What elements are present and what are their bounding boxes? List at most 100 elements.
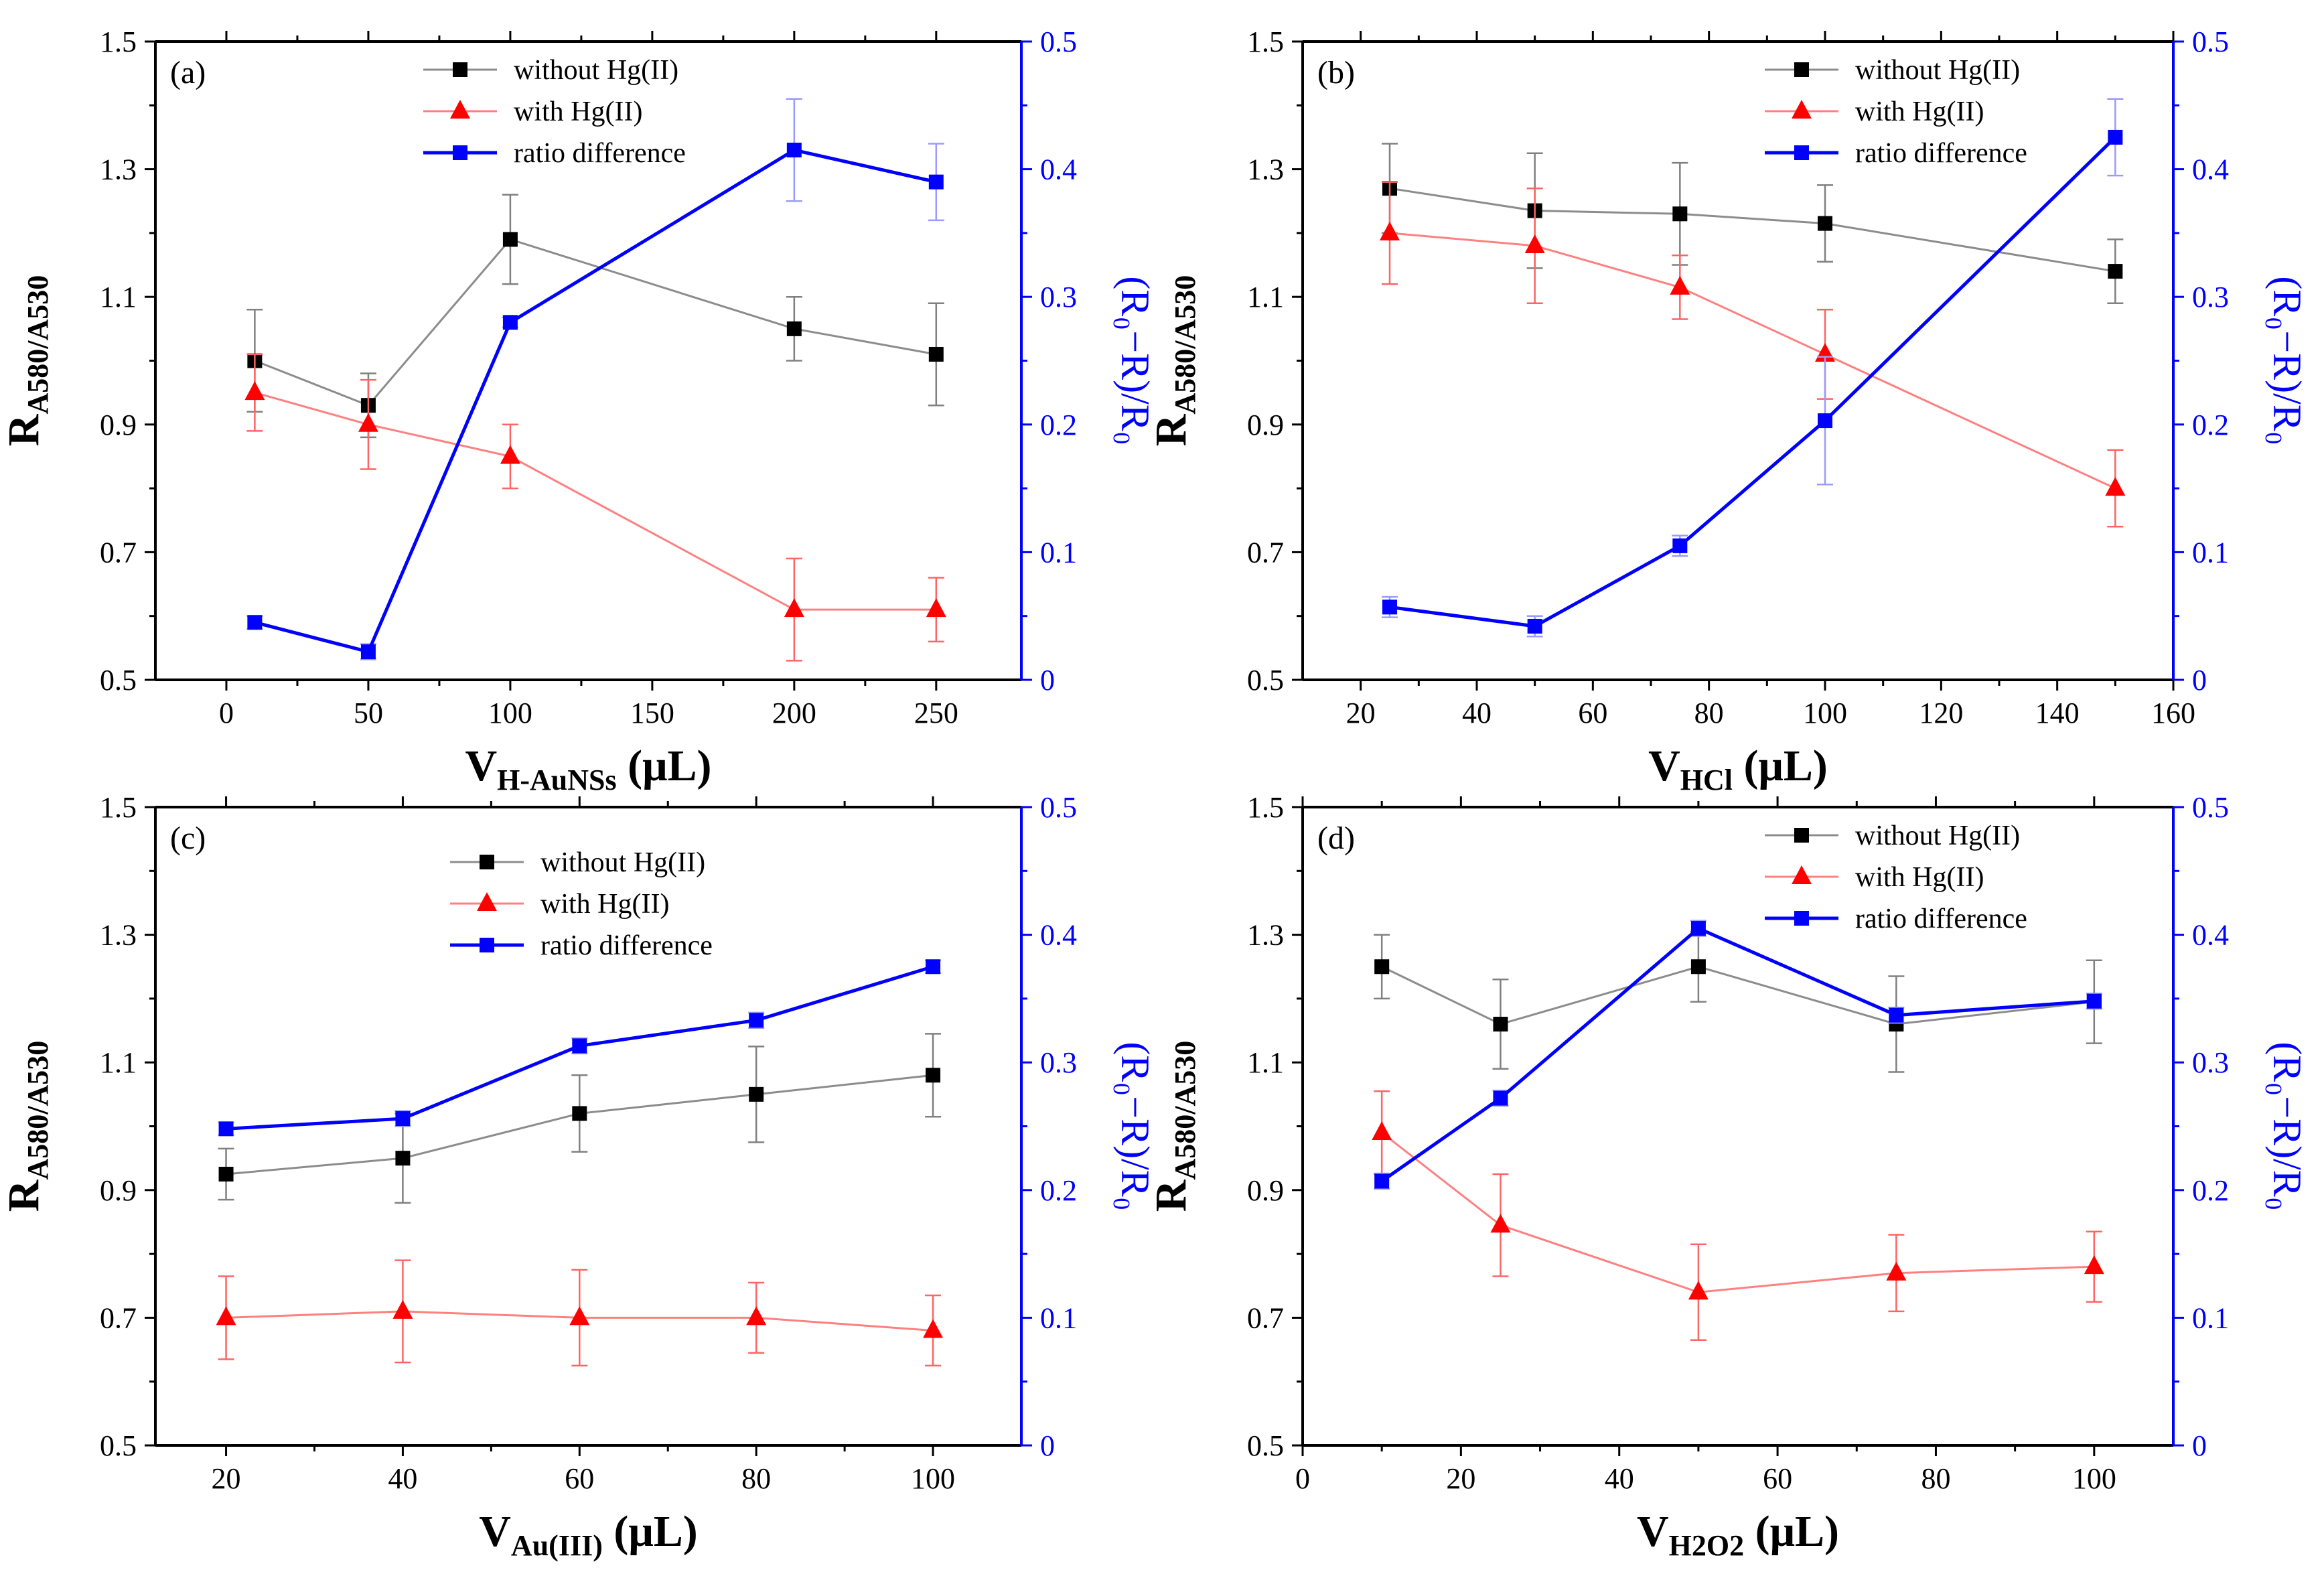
data-point [572,1106,587,1121]
y-right-tick-label: 0.5 [1040,25,1077,58]
legend-label: ratio difference [1855,138,2027,169]
panel-c: 20 40 60 80 100 0.5 0.7 0.9 1.1 1.3 1.5 0 0.1 0.2 0.3 0… [0,791,1157,1562]
x-axis-label-main: V [1637,1507,1669,1556]
y-left-tick-label: 1.1 [1247,281,1284,313]
series-blue [1374,920,2102,1190]
x-tick-label: 100 [911,1462,955,1495]
y-left-tick-label: 0.9 [100,1174,137,1207]
y-left-tick-label: 0.7 [100,1301,137,1334]
x-axis-label-sub: H-AuNSs [497,764,617,796]
y-right-tick-label: 0.4 [1040,919,1077,952]
x-tick-label: 60 [1763,1462,1792,1495]
data-point [2105,477,2126,496]
data-point [926,959,941,975]
x-tick-label: 150 [630,697,674,729]
legend-label: ratio difference [540,930,713,961]
data-point [2108,129,2123,145]
series-line [1381,965,2094,1025]
legend-marker [1794,911,1809,926]
legend-marker [1794,145,1809,160]
x-axis-label-main: V [465,741,497,790]
series-red [216,1259,944,1367]
legend-label: without Hg(II) [1855,820,2020,851]
data-point [1672,538,1688,553]
y-right-tick-label: 0.2 [1040,409,1077,441]
data-point [749,1086,764,1102]
data-point [1490,1214,1511,1233]
series-blue [246,98,944,660]
data-point [1372,1121,1392,1141]
legend-label: ratio difference [514,138,686,169]
data-point [392,1299,413,1319]
data-point [923,1319,944,1338]
legend-label: without Hg(II) [514,55,678,86]
x-tick-label: 100 [1803,697,1847,729]
x-tick-label: 20 [1446,1462,1475,1495]
y-right-tick-label: 0.2 [1040,1174,1077,1207]
y-right-axis-label: (R₀−R)/R₀ [2265,276,2309,445]
y-right-tick-label: 0 [1040,1429,1055,1462]
x-tick-label: 50 [354,697,383,729]
y-left-axis-label: RA580/A530 [1147,275,1202,446]
y-left-tick-label: 0.9 [1247,409,1284,441]
y-left-tick-label: 0.5 [1247,1429,1284,1462]
data-point [2086,993,2102,1009]
panel-label: (d) [1317,820,1355,856]
x-tick-label: 120 [1919,697,1963,729]
series-red [244,353,946,662]
data-point [786,143,802,158]
data-point [247,615,263,630]
x-tick-label: 160 [2151,697,2195,729]
y-left-axis-label-main: R [0,413,48,446]
legend-label: without Hg(II) [1855,55,2020,86]
y-right-tick-label: 0.5 [2192,791,2229,824]
x-tick-label: 100 [488,697,532,729]
y-left-axis-label-sub: A580/A530 [21,275,54,415]
x-axis-label: VAu(III) (μL) [479,1507,698,1562]
data-point [502,315,518,330]
y-left-tick-label: 1.5 [1247,25,1284,58]
data-point [1524,234,1545,253]
data-point [749,1013,764,1028]
data-point [1818,216,1832,231]
x-axis-label: VH2O2 (μL) [1637,1507,1839,1562]
legend-label: ratio difference [1855,904,2027,934]
y-left-tick-label: 1.1 [100,1046,137,1079]
y-left-tick-label: 0.5 [1247,664,1284,697]
x-tick-label: 60 [565,1462,594,1495]
data-point [1374,959,1390,975]
panel-label: (a) [170,55,206,90]
y-right-tick-label: 0.2 [2192,409,2229,441]
data-point [1493,1090,1508,1106]
y-left-tick-label: 1.3 [1247,153,1284,186]
data-point [395,1151,411,1166]
legend-label: without Hg(II) [540,847,705,878]
panel-label: (b) [1317,55,1355,90]
y-left-tick-label: 1.3 [1247,919,1284,952]
y-right-tick-label: 0.4 [2192,919,2229,952]
y-left-tick-label: 1.3 [100,919,137,952]
data-point [569,1306,590,1326]
x-tick-label: 20 [1346,697,1376,729]
y-right-tick-label: 0.1 [1040,536,1077,569]
data-point [218,1121,234,1137]
y-right-tick-label: 0 [1040,664,1055,697]
data-point [1527,618,1542,634]
data-point [1818,413,1832,429]
data-point [1688,1281,1709,1300]
x-tick-label: 80 [741,1462,771,1495]
y-left-tick-label: 0.9 [100,409,137,441]
y-left-axis-label: RA580/A530 [1147,1041,1202,1212]
y-left-tick-label: 1.1 [100,281,137,313]
y-left-axis-label-sub: A580/A530 [1169,1041,1202,1180]
y-left-tick-label: 1.5 [1247,791,1284,824]
y-left-axis-label-sub: A580/A530 [21,1041,54,1180]
y-left-tick-label: 1.5 [100,791,137,824]
series-line [1381,1131,2094,1293]
y-right-axis-label: (R₀−R)/R₀ [1113,276,1157,445]
series-line [1389,187,2116,273]
x-tick-label: 100 [2072,1462,2116,1495]
legend: without Hg(II) with Hg(II) ratio differenc… [1765,55,2027,169]
y-right-tick-label: 0.5 [2192,25,2229,58]
panel-d: 0 20 40 60 80 100 0.5 0.7 0.9 1.1 1.3 1.5 0 0.1 0.2 0.3… [1147,791,2309,1562]
